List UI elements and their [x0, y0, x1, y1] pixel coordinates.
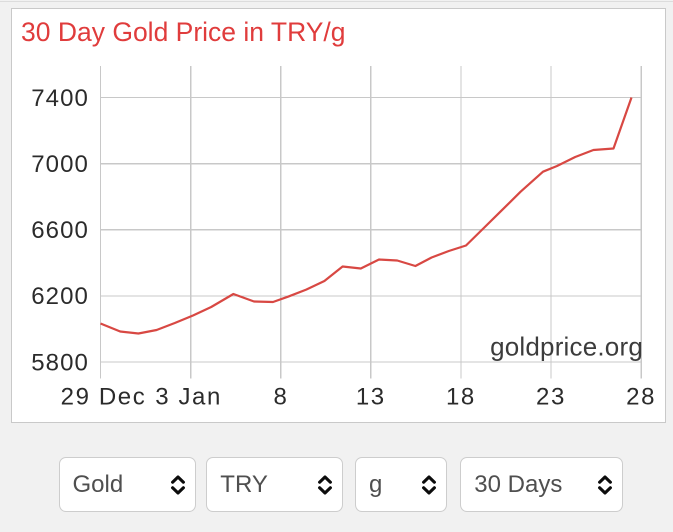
svg-text:6600: 6600 — [31, 217, 89, 244]
svg-text:8: 8 — [273, 384, 287, 411]
svg-text:13: 13 — [356, 384, 386, 411]
svg-text:28: 28 — [626, 384, 656, 411]
svg-text:7000: 7000 — [31, 151, 89, 178]
svg-text:3 Jan: 3 Jan — [155, 384, 222, 411]
svg-text:5800: 5800 — [31, 350, 89, 377]
svg-text:6200: 6200 — [31, 283, 89, 310]
svg-text:29 Dec: 29 Dec — [61, 384, 147, 411]
svg-text:18: 18 — [446, 384, 476, 411]
svg-text:goldprice.org: goldprice.org — [490, 332, 643, 362]
svg-text:7400: 7400 — [31, 85, 89, 112]
svg-text:23: 23 — [536, 384, 566, 411]
